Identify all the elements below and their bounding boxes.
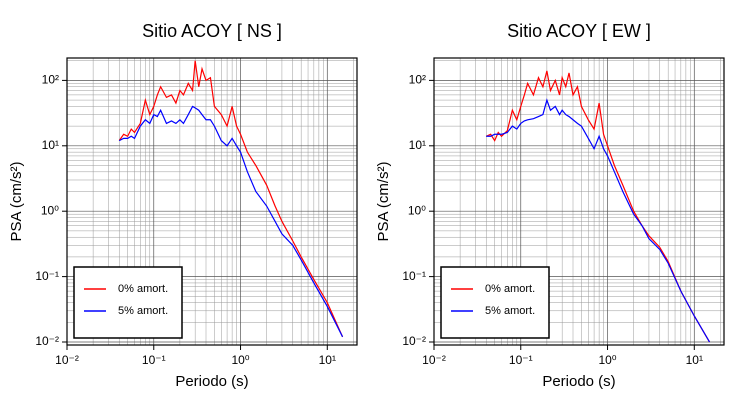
x-axis-label: Periodo (s) xyxy=(542,373,615,390)
series-line xyxy=(118,105,344,338)
y-tick-label: 10⁰ xyxy=(41,203,59,217)
x-tick-label: 10⁻² xyxy=(422,353,446,367)
x-tick-label: 10⁰ xyxy=(598,353,616,367)
chart-title: Sitio ACOY [ EW ] xyxy=(507,21,651,41)
legend-label: 5% amort. xyxy=(485,305,535,317)
y-axis-label: PSA (cm/s²) xyxy=(375,161,392,241)
y-tick-label: 10² xyxy=(42,73,59,87)
legend-box xyxy=(440,266,550,339)
x-tick-label: 10¹ xyxy=(319,353,336,367)
x-tick-label: 10⁻¹ xyxy=(142,353,166,367)
legend-box xyxy=(73,266,183,339)
x-tick-label: 10⁻² xyxy=(55,353,79,367)
legend-label: 0% amort. xyxy=(485,283,535,295)
x-tick-label: 10¹ xyxy=(686,353,703,367)
y-tick-label: 10¹ xyxy=(42,138,59,152)
y-axis-label: PSA (cm/s²) xyxy=(8,161,25,241)
y-tick-label: 10¹ xyxy=(409,138,426,152)
legend-label: 5% amort. xyxy=(118,305,168,317)
y-tick-label: 10⁰ xyxy=(408,203,426,217)
y-tick-label: 10⁻² xyxy=(35,334,59,348)
series-line xyxy=(118,60,344,338)
plot-frame xyxy=(433,57,725,346)
series-line xyxy=(486,98,711,343)
y-tick-label: 10⁻² xyxy=(402,334,426,348)
legend-label: 0% amort. xyxy=(118,283,168,295)
chart-title: Sitio ACOY [ NS ] xyxy=(142,21,282,41)
y-tick-label: 10² xyxy=(409,73,426,87)
x-axis-label: Periodo (s) xyxy=(175,373,248,390)
y-tick-label: 10⁻¹ xyxy=(35,269,59,283)
y-tick-label: 10⁻¹ xyxy=(402,269,426,283)
plot-frame xyxy=(66,57,358,346)
x-tick-label: 10⁻¹ xyxy=(509,353,533,367)
x-tick-label: 10⁰ xyxy=(231,353,249,367)
